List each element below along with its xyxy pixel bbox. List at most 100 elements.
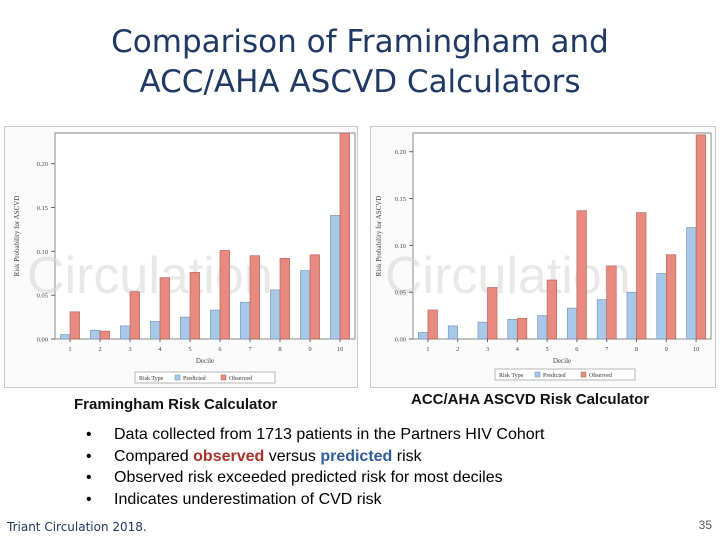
bullet-text: risk — [392, 447, 422, 465]
predicted-bar — [120, 325, 131, 340]
predicted-bar — [507, 319, 518, 340]
observed-bar — [129, 291, 140, 340]
observed-bar — [279, 258, 290, 340]
observed-bar — [636, 212, 647, 340]
bullet-list: • Data collected from 1713 patients in t… — [86, 424, 544, 510]
predicted-bar — [596, 299, 608, 340]
citation: Triant Circulation 2018. — [7, 520, 147, 534]
predicted-bar — [477, 321, 488, 340]
y-tick-label: 0.10 — [37, 249, 48, 256]
bullet-marker: • — [86, 469, 92, 486]
observed-bar — [339, 132, 350, 340]
x-tick-label: 3 — [486, 346, 489, 353]
predicted-bar — [418, 332, 429, 340]
framingham-chart: Circulation 0.00 0.05 0.10 0.15 0.20 Risk Prob… — [4, 126, 358, 388]
legend-label-predicted: Predicted — [543, 373, 566, 379]
y-tick-label: 0.20 — [395, 149, 406, 156]
observed-bar — [576, 210, 587, 340]
predicted-bar — [330, 215, 341, 340]
x-tick-label: 9 — [665, 346, 668, 353]
legend-label-observed: Observed — [229, 376, 252, 382]
bullet-marker: • — [86, 447, 92, 465]
predicted-highlight: predicted — [320, 447, 393, 465]
x-tick-label: 7 — [248, 346, 252, 353]
observed-bar — [695, 134, 706, 340]
x-tick-label: 1 — [426, 346, 429, 353]
x-tick-label: 7 — [605, 346, 609, 353]
y-tick-label: 0.00 — [395, 337, 406, 344]
bullet-text: versus — [264, 447, 321, 465]
x-tick-label: 3 — [128, 346, 131, 353]
framingham-caption: Framingham Risk Calculator — [74, 396, 278, 413]
observed-bar — [606, 265, 617, 340]
predicted-bar — [150, 321, 161, 340]
x-tick-label: 9 — [308, 346, 311, 353]
legend-label-observed: Observed — [589, 373, 612, 379]
predicted-bar — [210, 309, 221, 340]
x-tick-label: 4 — [158, 346, 162, 353]
predicted-bar — [180, 316, 191, 340]
observed-highlight: observed — [193, 447, 265, 465]
legend-swatch-observed — [220, 374, 227, 381]
page-number: 35 — [698, 518, 712, 532]
title-line-1: Comparison of Framingham and — [111, 24, 609, 60]
observed-bar — [249, 255, 260, 340]
x-tick-label: 6 — [575, 346, 579, 353]
bullet-text: Observed risk exceeded predicted risk fo… — [114, 469, 503, 486]
observed-bar — [219, 250, 230, 340]
legend-swatch-observed — [580, 371, 587, 378]
observed-bar — [69, 311, 80, 340]
x-tick-label: 2 — [98, 346, 101, 353]
x-tick-label: 1 — [68, 346, 71, 353]
bullet-marker: • — [86, 426, 92, 443]
x-axis-label: Decile — [553, 357, 571, 365]
x-tick-label: 10 — [337, 346, 344, 353]
y-tick-label: 0.20 — [37, 161, 48, 168]
x-tick-label: 6 — [218, 346, 222, 353]
observed-bar — [159, 277, 170, 340]
y-tick-label: 0.15 — [37, 205, 48, 212]
y-axis-label: Risk Probability for ASCVD — [375, 196, 383, 277]
predicted-bar — [626, 291, 637, 340]
x-axis-label: Decile — [196, 357, 214, 365]
predicted-bar — [240, 301, 251, 340]
observed-bar — [99, 330, 110, 340]
y-tick-label: 0.10 — [395, 243, 406, 250]
observed-bar — [546, 279, 557, 340]
slide-title: Comparison of Framingham and ACC/AHA ASC… — [40, 22, 680, 102]
x-tick-label: 5 — [545, 346, 548, 353]
observed-bar — [189, 272, 200, 340]
predicted-bar — [300, 270, 311, 340]
legend-box — [134, 371, 276, 384]
y-tick-label: 0.00 — [37, 337, 48, 344]
y-tick-label: 0.05 — [395, 290, 406, 297]
bullet-item: • Indicates underestimation of CVD risk — [86, 489, 544, 511]
y-tick-label: 0.15 — [395, 196, 406, 203]
predicted-bar — [537, 315, 548, 340]
legend-swatch-predicted — [174, 374, 181, 381]
predicted-bar — [90, 329, 101, 340]
x-tick-label: 8 — [635, 346, 638, 353]
y-axis-label: Risk Probability for ASCVD — [13, 196, 21, 277]
bullet-item: • Compared observed versus predicted ris… — [86, 446, 544, 468]
predicted-bar — [686, 227, 697, 340]
legend-label-predicted: Predicted — [183, 376, 206, 382]
predicted-bar — [567, 307, 578, 340]
observed-bar — [427, 309, 438, 340]
x-tick-label: 4 — [516, 346, 520, 353]
ascvd-chart-svg: Circulation 0.00 0.05 0.10 0.15 0.20 Risk Prob… — [375, 132, 712, 381]
legend-title: Risk Type — [139, 376, 164, 382]
observed-bar — [487, 287, 498, 340]
ascvd-caption: ACC/AHA ASCVD Risk Calculator — [411, 391, 650, 408]
legend-box — [494, 368, 636, 381]
legend-swatch-predicted — [534, 371, 541, 378]
watermark-text: Circulation — [27, 247, 273, 305]
bullet-marker: • — [86, 490, 92, 508]
bullet-text: Data collected from 1713 patients in the… — [114, 426, 545, 443]
bullet-text: Compared — [114, 447, 194, 465]
x-tick-label: 2 — [456, 346, 459, 353]
observed-bar — [309, 254, 320, 340]
x-tick-label: 10 — [693, 346, 700, 353]
title-line-2: ACC/AHA ASCVD Calculators — [139, 64, 581, 100]
observed-bar — [517, 318, 528, 340]
